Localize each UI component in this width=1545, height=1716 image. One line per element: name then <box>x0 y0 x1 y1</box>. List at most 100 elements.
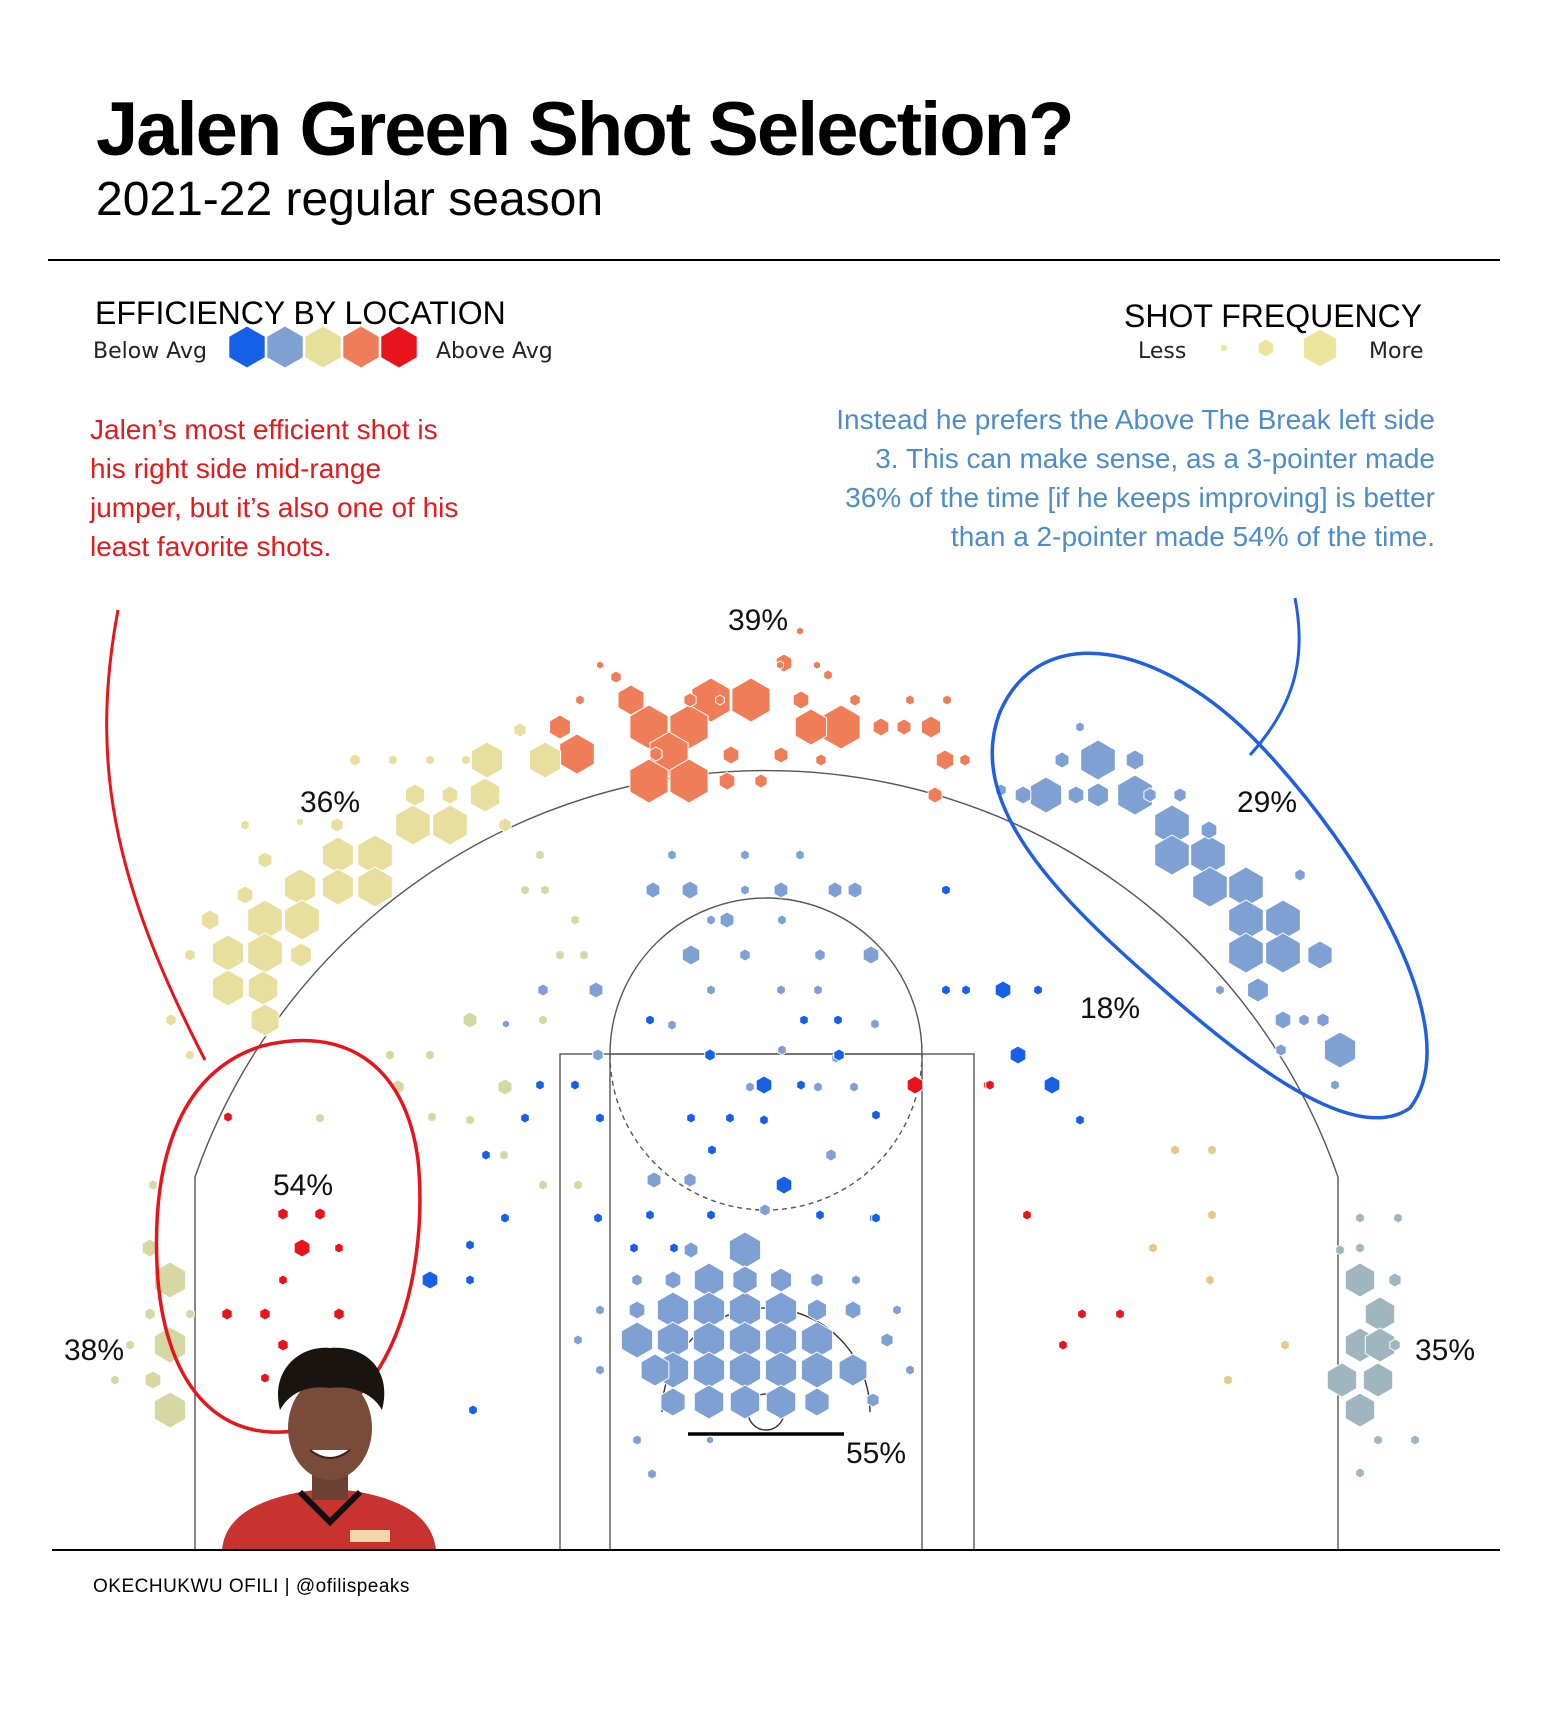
shot-hex <box>538 1014 548 1026</box>
shot-hex <box>706 914 716 926</box>
shot-hex <box>732 1265 758 1295</box>
shot-hex <box>1410 1434 1420 1446</box>
shot-hex <box>1280 1339 1290 1351</box>
shot-hex <box>681 944 701 966</box>
court-lines <box>194 769 1339 1551</box>
top-divider <box>48 259 1500 261</box>
rim <box>747 1393 785 1431</box>
frequency-swatch <box>1303 328 1337 368</box>
shot-hex <box>395 804 431 846</box>
shot-hex <box>223 1111 233 1123</box>
shot-hex <box>1228 899 1264 941</box>
efficiency-low-label: Below Avg <box>93 339 207 364</box>
shot-hex <box>610 670 622 684</box>
shot-hex <box>617 684 645 716</box>
shot-hex <box>799 1014 809 1026</box>
efficiency-swatch <box>266 325 304 369</box>
shot-hex <box>125 1339 135 1351</box>
shot-hex <box>777 914 787 926</box>
shot-hex <box>349 753 361 767</box>
shot-hex <box>692 1321 726 1359</box>
shot-hex <box>1080 739 1116 781</box>
shot-hex <box>833 1048 845 1062</box>
shot-hex <box>333 1307 345 1321</box>
shot-hex <box>425 754 435 766</box>
shot-hex <box>959 753 971 767</box>
shot-hex <box>559 733 595 775</box>
shot-hex <box>538 1179 548 1191</box>
shot-hex <box>667 1019 677 1031</box>
shot-hex <box>315 1112 325 1124</box>
paint-outer <box>559 1053 975 1551</box>
shot-hex <box>693 1262 725 1298</box>
shot-hex <box>153 1391 187 1429</box>
shot-hex <box>1389 1338 1401 1352</box>
shot-hex <box>277 1207 289 1221</box>
shot-hex <box>1364 1327 1396 1363</box>
shot-hex <box>1207 1144 1217 1156</box>
bottom-divider <box>52 1549 1500 1551</box>
shot-hex <box>277 1338 289 1352</box>
efficiency-color-scale <box>228 325 418 369</box>
shot-hex <box>296 817 304 827</box>
shot-hex <box>1355 1212 1365 1224</box>
shot-hex <box>321 868 355 906</box>
shot-hex <box>570 914 580 926</box>
shot-hex <box>773 746 789 764</box>
shot-hex <box>827 881 843 899</box>
frequency-size-scale <box>1220 328 1337 368</box>
shot-hex <box>1054 751 1070 769</box>
shot-hex <box>764 1291 798 1329</box>
shot-hex <box>1223 1374 1233 1386</box>
shot-hex <box>1344 1327 1376 1363</box>
shot-hex <box>776 984 786 996</box>
efficiency-swatch <box>304 325 342 369</box>
shot-hex <box>1207 1209 1217 1221</box>
shot-hex <box>1344 1392 1376 1428</box>
shot-hex <box>896 718 912 736</box>
shot-hex <box>849 1081 859 1093</box>
shot-hex <box>593 1212 603 1224</box>
shot-hex <box>388 754 398 766</box>
blue-annotation-leader <box>1248 597 1301 757</box>
shot-hex <box>629 704 669 750</box>
shot-hex <box>278 1274 288 1286</box>
shot-hex <box>520 1112 530 1124</box>
shot-hex <box>722 745 740 765</box>
shot-hex <box>629 1242 639 1254</box>
shot-hex <box>211 934 245 972</box>
shot-hex <box>1173 787 1187 803</box>
efficiency-swatch <box>342 325 380 369</box>
shot-hex <box>432 804 468 846</box>
shot-hex <box>461 754 471 766</box>
shot-hex <box>240 819 250 831</box>
shot-hex <box>775 653 793 673</box>
shot-hex <box>807 1298 827 1322</box>
shot-hex <box>796 1079 806 1091</box>
frequency-high-label: More <box>1369 339 1424 364</box>
shot-hex <box>1388 1272 1402 1288</box>
three-point-arc <box>194 769 1339 1550</box>
player-photo <box>222 1347 436 1550</box>
shot-hex <box>740 884 750 896</box>
shot-hex <box>660 1387 686 1417</box>
shot-hex <box>1393 1212 1403 1224</box>
jersey-shape <box>222 1488 436 1550</box>
shot-hex <box>1043 1075 1061 1095</box>
zone-label: 55% <box>846 1437 906 1470</box>
shot-hex <box>1355 1242 1365 1254</box>
shot-hex <box>469 777 501 813</box>
shot-hex <box>851 1274 861 1286</box>
shot-hex <box>669 704 709 750</box>
shot-hex <box>656 1291 690 1329</box>
shot-hex <box>794 708 828 746</box>
shot-hex <box>777 1044 787 1056</box>
shot-hex <box>821 704 861 750</box>
shot-hex <box>1067 785 1085 805</box>
shot-hex <box>421 1270 439 1290</box>
shot-hex <box>596 660 604 670</box>
shot-hex <box>649 731 689 777</box>
shot-hex <box>1115 1308 1125 1320</box>
shot-hex <box>815 753 827 767</box>
